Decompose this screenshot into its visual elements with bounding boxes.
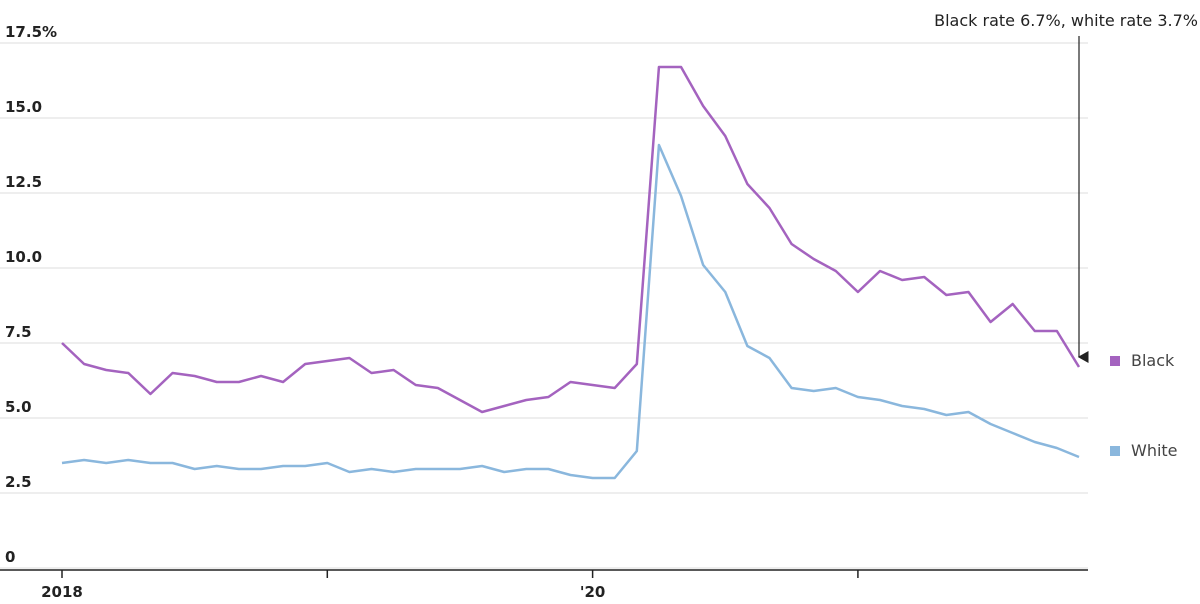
annotation: Black rate 6.7%, white rate 3.7% (934, 11, 1198, 30)
y-tick-label: 17.5% (5, 23, 57, 41)
y-tick-label: 7.5 (5, 323, 32, 341)
y-tick-label: 12.5 (5, 173, 42, 191)
y-tick-label: 10.0 (5, 248, 42, 266)
legend-swatch (1110, 446, 1120, 456)
legend-swatch (1110, 356, 1120, 366)
x-tick-label: 2018 (41, 583, 83, 600)
y-tick-label: 15.0 (5, 98, 42, 116)
series-line (61, 65, 1081, 414)
y-tick-label: 0 (5, 548, 15, 566)
series-line (61, 143, 1080, 480)
y-tick-label: 2.5 (5, 473, 32, 491)
x-tick-label: '20 (580, 583, 605, 600)
legend-label: Black (1131, 351, 1175, 370)
legend-label: White (1131, 441, 1178, 460)
y-tick-label: 5.0 (5, 398, 32, 416)
